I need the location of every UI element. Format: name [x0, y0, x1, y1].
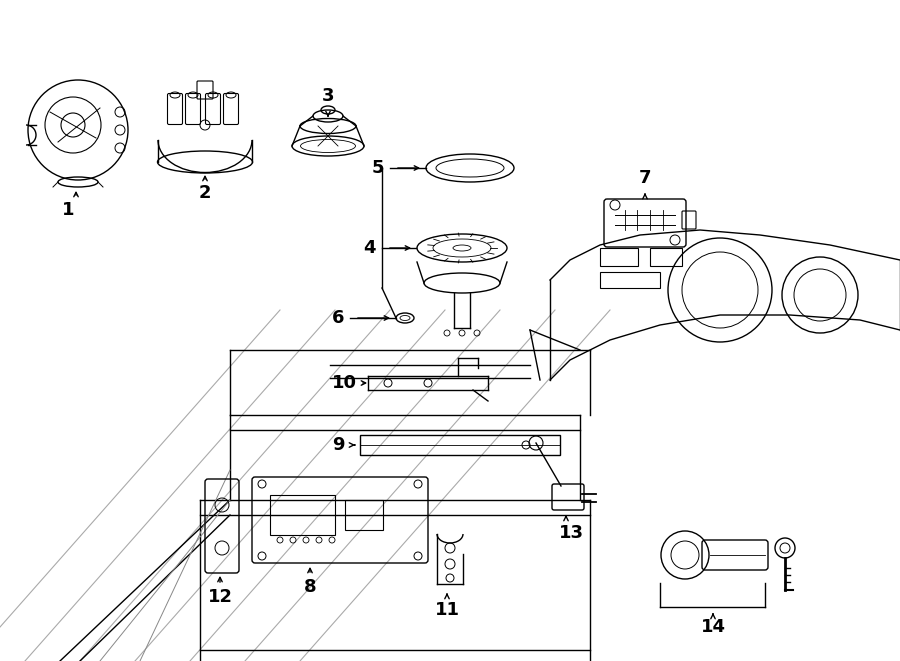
- Text: 12: 12: [208, 588, 232, 606]
- Text: 3: 3: [322, 87, 334, 105]
- Text: 5: 5: [372, 159, 384, 177]
- Text: 11: 11: [435, 601, 460, 619]
- Text: 2: 2: [199, 184, 212, 202]
- Text: 14: 14: [700, 618, 725, 636]
- Text: 13: 13: [559, 524, 583, 542]
- Text: 1: 1: [62, 201, 74, 219]
- Text: 6: 6: [332, 309, 344, 327]
- Text: 4: 4: [363, 239, 375, 257]
- Text: 10: 10: [331, 374, 356, 392]
- Text: 7: 7: [639, 169, 652, 187]
- Text: 9: 9: [332, 436, 344, 454]
- Text: 8: 8: [303, 578, 316, 596]
